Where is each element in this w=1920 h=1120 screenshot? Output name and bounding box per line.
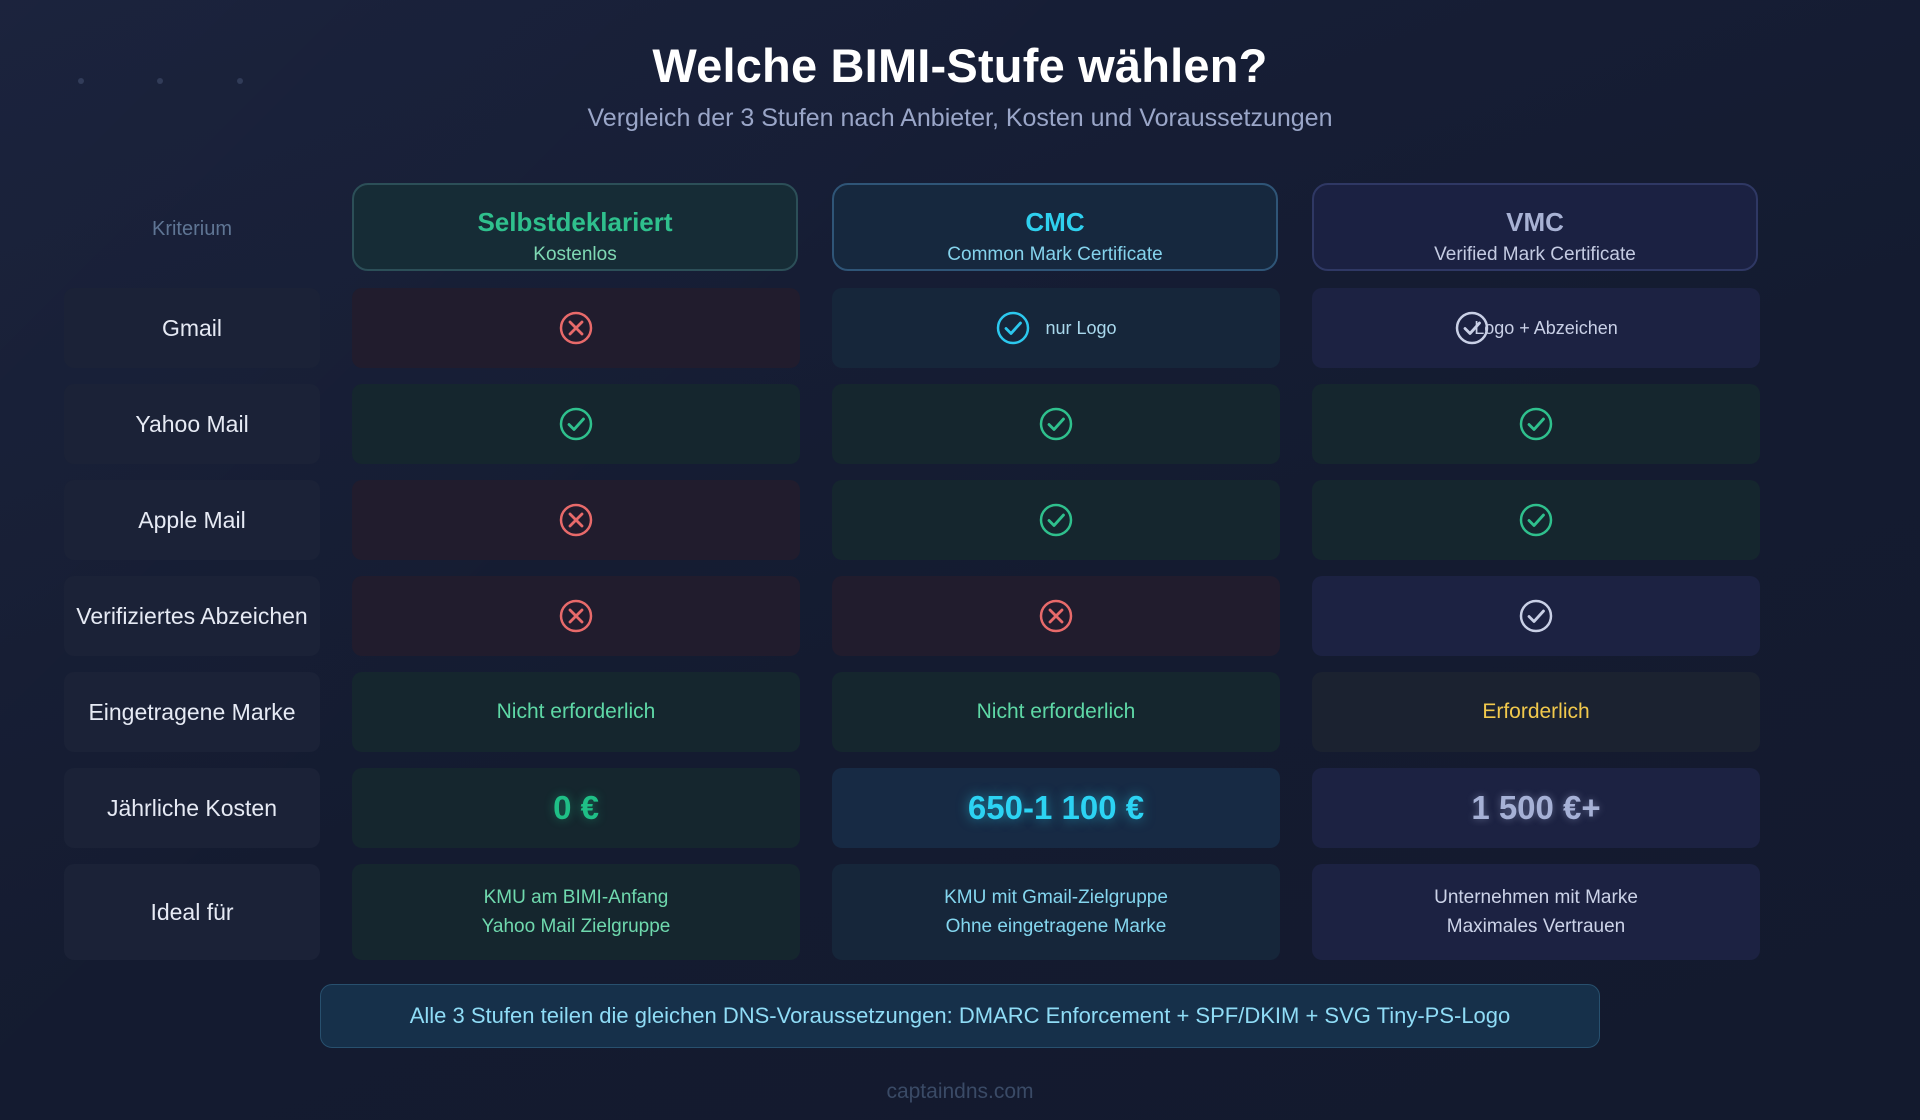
column-subtitle: Kostenlos	[533, 244, 617, 265]
check-circle-icon	[1038, 406, 1074, 442]
cell-gmail-cmc: nur Logo	[832, 288, 1280, 368]
cost-value: 0 €	[553, 789, 599, 826]
cell-apple-vmc	[1312, 480, 1760, 560]
cell-cost-cmc: 650-1 100 €	[832, 768, 1280, 848]
cell-badge-cmc	[832, 576, 1280, 656]
ideal-line: KMU mit Gmail-Zielgruppe	[944, 887, 1168, 908]
column-header-selbstdeklariert: Selbstdeklariert Kostenlos	[352, 183, 798, 271]
row-label-ideal-for: Ideal für	[64, 864, 320, 960]
column-header-cmc: CMC Common Mark Certificate	[832, 183, 1278, 271]
check-circle-icon	[1518, 502, 1554, 538]
row-label-trademark: Eingetragene Marke	[64, 672, 320, 752]
decor-dot	[78, 78, 84, 84]
decor-dot	[237, 78, 243, 84]
cell-apple-selbstdeklariert	[352, 480, 800, 560]
cell-cost-vmc: 1 500 €+	[1312, 768, 1760, 848]
check-circle-icon	[995, 310, 1031, 346]
criterion-header: Kriterium	[151, 218, 232, 240]
cost-value: 650-1 100 €	[967, 789, 1145, 826]
dns-requirements-note: Alle 3 Stufen teilen die gleichen DNS-Vo…	[320, 984, 1600, 1048]
ideal-line: KMU am BIMI-Anfang	[483, 887, 669, 908]
row-label-annual-cost: Jährliche Kosten	[64, 768, 320, 848]
column-subtitle: Common Mark Certificate	[947, 244, 1163, 265]
cell-badge-selbstdeklariert	[352, 576, 800, 656]
cell-badge-vmc	[1312, 576, 1760, 656]
cell-yahoo-selbstdeklariert	[352, 384, 800, 464]
x-circle-icon	[1038, 598, 1074, 634]
column-title: VMC	[1506, 207, 1564, 237]
column-header-vmc: VMC Verified Mark Certificate	[1312, 183, 1758, 271]
cell-yahoo-cmc	[832, 384, 1280, 464]
cell-gmail-vmc: Logo + Abzeichen	[1312, 288, 1760, 368]
cell-text: Erforderlich	[1482, 700, 1590, 723]
cell-gmail-selbstdeklariert	[352, 288, 800, 368]
x-circle-icon	[558, 502, 594, 538]
check-circle-icon	[558, 406, 594, 442]
cell-note: nur Logo	[1045, 317, 1117, 338]
cell-cost-selbstdeklariert: 0 €	[352, 768, 800, 848]
ideal-text: KMU am BIMI-Anfang Yahoo Mail Zielgruppe	[482, 883, 671, 941]
check-circle-icon	[1518, 406, 1554, 442]
ideal-text: KMU mit Gmail-Zielgruppe Ohne eingetrage…	[944, 883, 1168, 941]
cell-ideal-vmc: Unternehmen mit Marke Maximales Vertraue…	[1312, 864, 1760, 960]
page-subtitle: Vergleich der 3 Stufen nach Anbieter, Ko…	[587, 104, 1333, 132]
cell-apple-cmc	[832, 480, 1280, 560]
page-title: Welche BIMI-Stufe wählen?	[652, 39, 1268, 92]
row-label-gmail: Gmail	[64, 288, 320, 368]
check-circle-icon	[1454, 310, 1490, 346]
column-title: Selbstdeklariert	[477, 207, 673, 237]
ideal-text: Unternehmen mit Marke Maximales Vertraue…	[1434, 883, 1638, 941]
decor-dot	[157, 78, 163, 84]
cell-trademark-selbstdeklariert: Nicht erforderlich	[352, 672, 800, 752]
ideal-line: Ohne eingetragene Marke	[945, 916, 1167, 937]
cell-yahoo-vmc	[1312, 384, 1760, 464]
row-label-apple-mail: Apple Mail	[64, 480, 320, 560]
x-circle-icon	[558, 598, 594, 634]
brand-watermark: captaindns.com	[886, 1080, 1034, 1103]
check-circle-icon	[1518, 598, 1554, 634]
ideal-line: Maximales Vertrauen	[1446, 916, 1626, 937]
cell-ideal-selbstdeklariert: KMU am BIMI-Anfang Yahoo Mail Zielgruppe	[352, 864, 800, 960]
check-circle-icon	[1038, 502, 1074, 538]
cell-ideal-cmc: KMU mit Gmail-Zielgruppe Ohne eingetrage…	[832, 864, 1280, 960]
row-label-yahoo-mail: Yahoo Mail	[64, 384, 320, 464]
cell-trademark-vmc: Erforderlich	[1312, 672, 1760, 752]
cost-value: 1 500 €+	[1471, 789, 1601, 826]
cell-text: Nicht erforderlich	[976, 700, 1136, 723]
cell-text: Nicht erforderlich	[496, 700, 656, 723]
ideal-line: Yahoo Mail Zielgruppe	[481, 916, 671, 937]
ideal-line: Unternehmen mit Marke	[1434, 887, 1638, 908]
cell-trademark-cmc: Nicht erforderlich	[832, 672, 1280, 752]
cell-note: Logo + Abzeichen	[1474, 317, 1618, 338]
row-label-verified-badge: Verifiziertes Abzeichen	[64, 576, 320, 656]
column-title: CMC	[1025, 207, 1085, 237]
x-circle-icon	[558, 310, 594, 346]
column-subtitle: Verified Mark Certificate	[1434, 244, 1636, 265]
